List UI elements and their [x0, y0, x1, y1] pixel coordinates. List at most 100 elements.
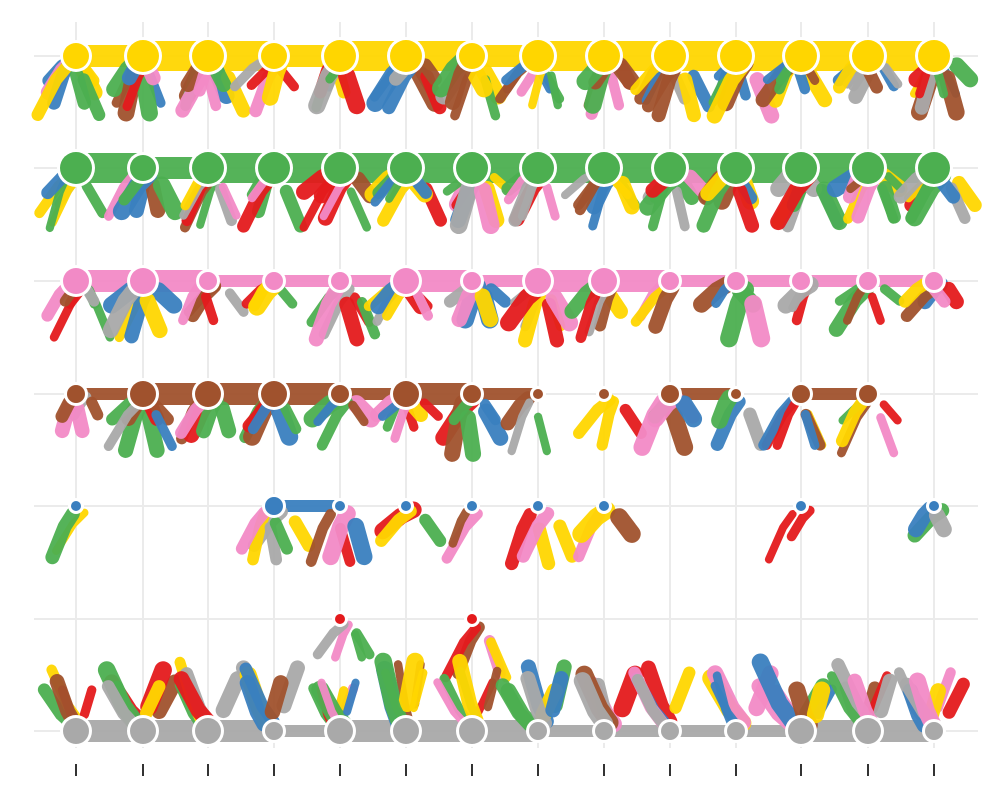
link-stroke	[952, 175, 982, 212]
link-stroke	[938, 70, 965, 121]
link-stroke	[619, 403, 647, 440]
node-point	[788, 718, 814, 744]
node-point	[324, 152, 356, 184]
link-stroke	[144, 177, 166, 219]
node-point	[459, 718, 485, 744]
link-stroke	[675, 395, 703, 428]
node-point	[130, 718, 156, 744]
link-stroke	[826, 671, 864, 728]
link-stroke	[135, 70, 158, 122]
link-stroke	[507, 398, 534, 456]
link-stroke	[533, 412, 552, 456]
link-stroke	[673, 172, 700, 206]
node-point	[859, 272, 877, 290]
link-stroke	[542, 182, 560, 221]
link-stroke	[764, 510, 797, 564]
node-point	[331, 272, 349, 290]
node-point	[925, 722, 943, 740]
link-stroke	[758, 396, 798, 451]
node-point	[588, 152, 620, 184]
link-stroke	[751, 653, 801, 730]
link-stroke	[215, 671, 246, 719]
link-stroke	[520, 671, 553, 731]
node-point	[654, 152, 686, 184]
link-stroke	[720, 280, 755, 348]
link-stroke	[816, 181, 848, 231]
node-point	[67, 385, 85, 403]
link-stroke	[139, 292, 168, 339]
link-stroke	[452, 653, 484, 728]
link-stroke	[214, 401, 237, 439]
link-stroke	[152, 176, 184, 221]
link-stroke	[276, 285, 298, 309]
link-stroke	[264, 675, 289, 720]
link-stroke	[147, 397, 174, 426]
link-stroke	[553, 519, 579, 563]
node-point	[130, 268, 156, 294]
link-stroke	[103, 170, 138, 221]
link-stroke	[288, 515, 316, 552]
link-stroke	[141, 408, 165, 458]
link-stroke	[541, 297, 565, 348]
link-stroke	[412, 289, 434, 321]
link-stroke	[835, 394, 870, 448]
link-stroke	[928, 507, 952, 538]
link-stroke	[440, 622, 481, 683]
link-stroke	[687, 69, 716, 113]
node-point	[925, 272, 943, 290]
link-stroke	[200, 291, 219, 326]
link-stroke	[264, 521, 283, 566]
node-point	[533, 389, 543, 399]
link-stroke	[409, 668, 428, 713]
node-point	[720, 40, 752, 72]
node-point	[525, 268, 551, 294]
link-stroke	[239, 675, 272, 732]
link-stroke	[101, 680, 141, 731]
node-point	[401, 501, 411, 511]
link-stroke	[343, 678, 360, 716]
node-point	[463, 385, 481, 403]
link-stroke	[879, 284, 905, 306]
node-point	[855, 718, 881, 744]
node-point	[327, 718, 353, 744]
link-stroke	[151, 674, 183, 719]
node-point	[852, 152, 884, 184]
node-point	[522, 152, 554, 184]
node-point	[261, 381, 287, 407]
node-point	[390, 152, 422, 184]
link-stroke	[235, 506, 271, 555]
node-point	[599, 389, 609, 399]
link-stroke	[631, 673, 669, 730]
node-point	[792, 385, 810, 403]
link-stroke	[485, 283, 511, 308]
link-stroke	[308, 282, 345, 347]
link-stroke	[312, 619, 349, 660]
link-stroke	[744, 295, 771, 348]
node-point	[595, 722, 613, 740]
link-stroke	[665, 406, 694, 456]
link-stroke	[398, 652, 424, 712]
link-stroke	[339, 296, 365, 347]
node-point	[261, 43, 287, 69]
link-stroke	[786, 505, 815, 542]
link-stroke	[545, 289, 579, 332]
node-point	[796, 501, 806, 511]
link-stroke	[347, 517, 373, 566]
node-point	[265, 272, 283, 290]
link-stroke	[69, 401, 90, 439]
node-point	[192, 40, 224, 72]
link-stroke	[276, 660, 305, 714]
node-point	[522, 40, 554, 72]
link-stroke	[448, 507, 471, 548]
node-point	[335, 614, 345, 624]
link-stroke	[876, 413, 899, 458]
node-point	[467, 614, 477, 624]
node-point	[192, 152, 224, 184]
node-point	[393, 381, 419, 407]
link-stroke	[873, 673, 898, 719]
link-stroke	[79, 685, 97, 720]
node-point	[258, 152, 290, 184]
chart-links	[31, 41, 982, 742]
link-stroke	[140, 680, 166, 720]
node-point	[393, 718, 419, 744]
